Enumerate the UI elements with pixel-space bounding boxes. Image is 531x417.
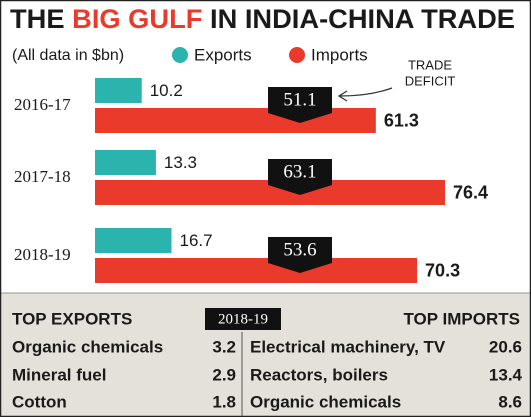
category-label: 2017-18 xyxy=(14,167,71,186)
value-label: 76.4 xyxy=(453,182,488,202)
table-item: Organic chemicals xyxy=(12,337,163,356)
table-heading: TOP IMPORTS xyxy=(403,309,520,328)
subtitle: (All data in $bn) xyxy=(12,47,124,64)
title-part: THE xyxy=(10,4,65,34)
value-label: 16.7 xyxy=(180,231,213,250)
value-label: 13.3 xyxy=(164,153,197,172)
deficit-badge xyxy=(268,237,332,273)
table-item: Organic chemicals xyxy=(250,392,401,411)
bar xyxy=(95,78,142,103)
deficit-badge xyxy=(268,159,332,195)
legend-label: Exports xyxy=(194,45,252,64)
table-item: Electrical machinery, TV xyxy=(250,337,446,356)
legend-label: Imports xyxy=(311,45,368,64)
deficit-badge xyxy=(268,87,332,123)
legend-swatch xyxy=(289,47,305,63)
title-highlight: BIG GULF xyxy=(72,4,202,34)
deficit-label: 63.1 xyxy=(283,161,316,182)
category-label: 2016-17 xyxy=(14,95,71,114)
table-value: 20.6 xyxy=(489,337,522,356)
bar xyxy=(95,258,418,283)
table-value: 1.8 xyxy=(212,392,236,411)
deficit-note: TRADE xyxy=(408,57,452,72)
year-label: 2018-19 xyxy=(218,311,268,327)
table-item: Reactors, boilers xyxy=(250,365,388,384)
deficit-label: 51.1 xyxy=(283,89,316,110)
chart-title: THE BIG GULF IN INDIA-CHINA TRADE xyxy=(10,4,515,34)
table-value: 8.6 xyxy=(498,392,522,411)
deficit-label: 53.6 xyxy=(283,239,316,260)
legend-swatch xyxy=(172,47,188,63)
table-item: Mineral fuel xyxy=(12,365,106,384)
year-badge xyxy=(205,308,281,330)
bar xyxy=(95,150,156,175)
table-value: 13.4 xyxy=(489,365,523,384)
category-label: 2018-19 xyxy=(14,245,71,264)
value-label: 10.2 xyxy=(150,81,183,100)
table-heading: TOP EXPORTS xyxy=(12,309,132,328)
value-label: 70.3 xyxy=(425,260,460,280)
deficit-arrow xyxy=(337,87,393,102)
table-value: 3.2 xyxy=(212,337,236,356)
table-value: 2.9 xyxy=(212,365,236,384)
bar xyxy=(95,108,376,133)
table-item: Cotton xyxy=(12,392,67,411)
title-part: IN INDIA-CHINA TRADE xyxy=(210,4,515,34)
deficit-note: DEFICIT xyxy=(405,73,456,88)
bar xyxy=(95,228,172,253)
value-label: 61.3 xyxy=(384,110,419,130)
